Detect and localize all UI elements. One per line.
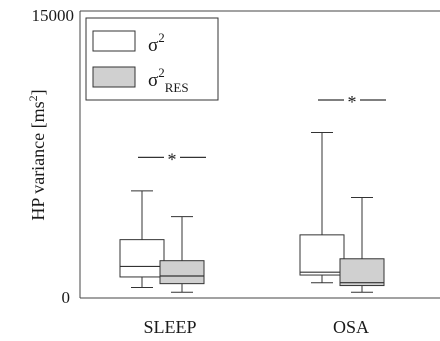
legend-sigma2-sup: 2 [158, 30, 165, 45]
significance-star-osa: * [348, 92, 357, 112]
legend-label-sigma2-res: σ2RES [148, 65, 189, 95]
legend-swatch-sigma2 [92, 30, 136, 52]
box-sigma2-res-osa [339, 258, 385, 287]
box-sigma2-res-sleep [159, 260, 205, 285]
category-label-sleep: SLEEP [143, 317, 196, 337]
y-tick-label-top: 15000 [32, 6, 75, 25]
y-axis-label: HP variance [ms2] [26, 89, 48, 220]
y-tick-label-bottom: 0 [62, 288, 71, 307]
legend: σ2 σ2RES [85, 17, 219, 101]
significance-star-sleep: * [168, 149, 177, 169]
y-axis-label-close: ] [28, 89, 48, 95]
legend-sigma2-res-base: σ [148, 70, 158, 91]
legend-sigma2-base: σ [148, 35, 158, 56]
legend-label-sigma2: σ2 [148, 30, 165, 56]
box-sigma2-osa [299, 234, 345, 276]
y-axis-label-sup: 2 [26, 95, 40, 101]
legend-swatch-sigma2-res [92, 66, 136, 88]
y-axis-label-main: HP variance [ms [28, 101, 48, 220]
boxplot-marks: ** [119, 92, 386, 293]
category-label-osa: OSA [333, 317, 369, 337]
legend-sigma2-res-sup: 2 [158, 65, 165, 80]
legend-sigma2-res-sub: RES [165, 80, 189, 95]
box-sigma2-sleep [119, 239, 165, 278]
